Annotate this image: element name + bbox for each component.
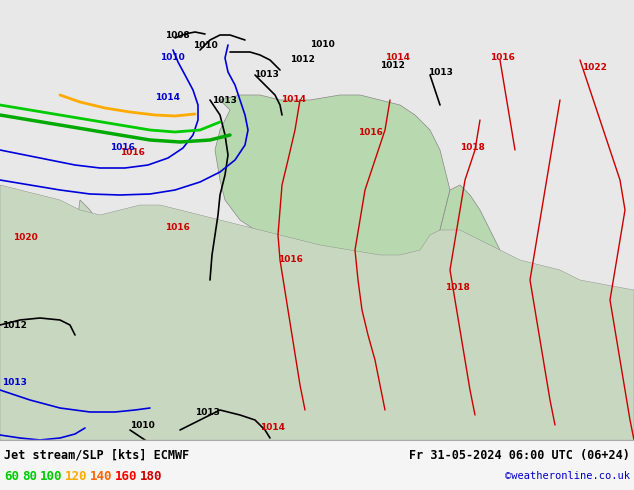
Text: 1016: 1016	[358, 128, 383, 137]
Text: 80: 80	[22, 469, 37, 483]
Text: ©weatheronline.co.uk: ©weatheronline.co.uk	[505, 471, 630, 481]
Text: 160: 160	[115, 469, 138, 483]
Text: 1010: 1010	[130, 421, 155, 430]
Text: 1016: 1016	[110, 143, 135, 152]
Text: 1020: 1020	[13, 233, 38, 242]
Bar	[0, 440, 634, 490]
Text: 1016: 1016	[120, 148, 145, 157]
Text: Jet stream/SLP [kts] ECMWF: Jet stream/SLP [kts] ECMWF	[4, 448, 190, 462]
Text: 1012: 1012	[2, 321, 27, 330]
Text: 1010: 1010	[310, 40, 335, 49]
Polygon shape	[430, 185, 525, 350]
Text: 1016: 1016	[278, 255, 303, 264]
Text: 1013: 1013	[2, 378, 27, 387]
Text: 100: 100	[40, 469, 63, 483]
Text: 140: 140	[90, 469, 112, 483]
Text: 120: 120	[65, 469, 87, 483]
Text: 1012: 1012	[380, 61, 405, 70]
Text: 1014: 1014	[155, 93, 180, 102]
Text: 1013: 1013	[212, 96, 237, 105]
Text: 1013: 1013	[254, 70, 279, 79]
Text: 1016: 1016	[165, 223, 190, 232]
Text: 1010: 1010	[193, 41, 217, 50]
Text: 1014: 1014	[281, 95, 306, 104]
Polygon shape	[0, 185, 634, 440]
Text: 1016: 1016	[490, 53, 515, 62]
Text: 1008: 1008	[165, 31, 190, 40]
Text: 1018: 1018	[460, 143, 485, 152]
Text: 1022: 1022	[582, 63, 607, 72]
Text: 1013: 1013	[195, 408, 220, 417]
Text: 1010: 1010	[160, 53, 184, 62]
Bar	[0, 50, 634, 440]
Text: 60: 60	[4, 469, 19, 483]
Text: 1014: 1014	[260, 423, 285, 432]
Text: 1012: 1012	[290, 55, 315, 64]
Text: 180: 180	[140, 469, 162, 483]
Polygon shape	[50, 210, 70, 242]
Polygon shape	[215, 95, 450, 435]
Text: 1014: 1014	[385, 53, 410, 62]
Text: 1018: 1018	[445, 283, 470, 292]
Text: 1013: 1013	[428, 68, 453, 77]
Text: Fr 31-05-2024 06:00 UTC (06+24): Fr 31-05-2024 06:00 UTC (06+24)	[409, 448, 630, 462]
Polygon shape	[75, 200, 115, 290]
